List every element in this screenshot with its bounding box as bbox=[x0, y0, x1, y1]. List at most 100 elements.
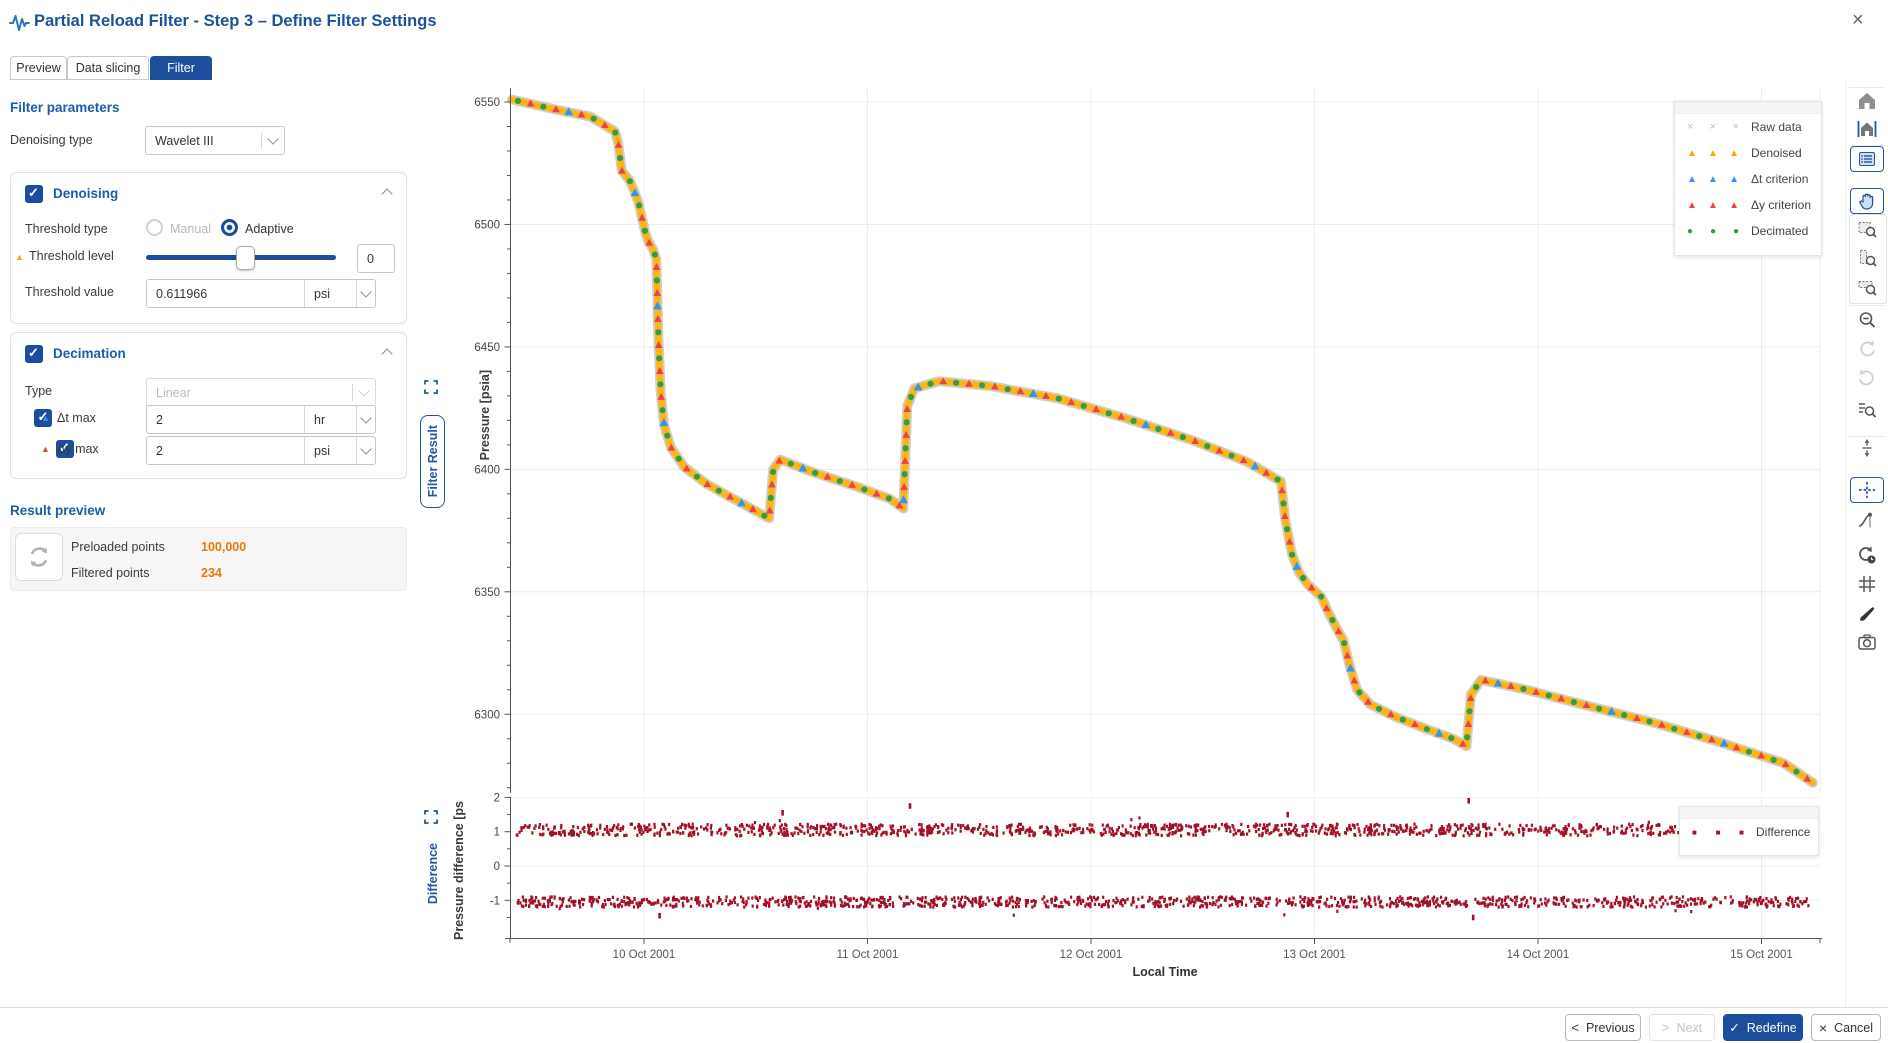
style-brush-button[interactable] bbox=[1850, 600, 1884, 626]
legend-entry[interactable]: ■ ■ ■ Difference bbox=[1680, 819, 1818, 845]
difference-tab[interactable]: Difference bbox=[426, 843, 440, 905]
legend-marker-icon: ● bbox=[1732, 225, 1739, 237]
decimation-checkbox[interactable] bbox=[25, 345, 43, 363]
decimation-title: Decimation bbox=[53, 346, 126, 361]
svg-text:13 Oct 2001: 13 Oct 2001 bbox=[1283, 949, 1346, 961]
denoised-triangle-icon: ▲ bbox=[15, 252, 24, 262]
pan-icon bbox=[1859, 193, 1874, 210]
dt-max-unit[interactable]: hr bbox=[304, 406, 356, 433]
footer-bar: < Previous > Next ✓ Redefine × Cancel bbox=[0, 1007, 1888, 1043]
svg-text:6400: 6400 bbox=[474, 464, 500, 476]
result-preview-heading: Result preview bbox=[10, 503, 106, 518]
adaptive-radio[interactable] bbox=[221, 219, 238, 236]
home-button[interactable] bbox=[1850, 88, 1884, 114]
zoom-to-data-icon bbox=[1859, 403, 1877, 418]
threshold-level-input[interactable]: 0 bbox=[357, 244, 395, 273]
threshold-unit[interactable]: psi bbox=[304, 280, 356, 307]
svg-text:0: 0 bbox=[494, 861, 500, 873]
filter-parameters-heading: Filter parameters bbox=[10, 100, 120, 115]
manual-radio-label: Manual bbox=[170, 222, 211, 236]
dy-max-checkbox[interactable] bbox=[55, 440, 74, 458]
legend-marker-icon: ▲ bbox=[1729, 173, 1739, 185]
svg-text:2: 2 bbox=[494, 792, 500, 804]
crosshair-button[interactable] bbox=[1850, 477, 1884, 503]
adaptive-radio-label: Adaptive bbox=[245, 222, 294, 236]
tab-data-slicing[interactable]: Data slicing bbox=[67, 56, 149, 80]
next-button: > Next bbox=[1649, 1014, 1715, 1041]
zoom-out-icon bbox=[1859, 312, 1876, 328]
threshold-value-input[interactable]: 0.611966 psi bbox=[146, 279, 376, 308]
zoom-x-button[interactable] bbox=[1850, 245, 1884, 271]
unit-chevron-down-icon[interactable] bbox=[356, 280, 375, 307]
refresh-button[interactable] bbox=[15, 533, 63, 581]
home-axes-button[interactable] bbox=[1850, 116, 1884, 142]
legend-entry[interactable]: ▲ ▲ ▲ Denoised bbox=[1675, 140, 1821, 166]
slider-thumb[interactable] bbox=[236, 246, 255, 270]
decimation-type-value: Linear bbox=[156, 385, 191, 400]
dy-max-input[interactable]: 2 psi bbox=[146, 436, 376, 465]
legend-marker-icon: ■ bbox=[1715, 827, 1721, 837]
zoom-window-button[interactable] bbox=[1850, 216, 1884, 242]
legend-label: Δt criterion bbox=[1751, 172, 1809, 186]
dy-max-unit[interactable]: psi bbox=[304, 437, 356, 464]
tab-filter[interactable]: Filter bbox=[150, 56, 212, 80]
autoscale-y-button[interactable] bbox=[1850, 435, 1884, 461]
decimation-type-label: Type bbox=[25, 384, 53, 398]
next-label: Next bbox=[1676, 1020, 1703, 1035]
previous-button[interactable]: < Previous bbox=[1565, 1014, 1641, 1041]
legend-marker-icon: ■ bbox=[1739, 827, 1744, 837]
pan-button[interactable] bbox=[1850, 188, 1884, 214]
legend-entry[interactable]: ● ● ● Decimated bbox=[1675, 218, 1821, 244]
threshold-value-label: Threshold value bbox=[25, 285, 114, 299]
cancel-button[interactable]: × Cancel bbox=[1811, 1014, 1881, 1041]
legend-marker-icon: ● bbox=[1687, 225, 1694, 237]
unit-chevron-down-icon[interactable] bbox=[356, 406, 375, 433]
dy-criterion-triangle-icon: ▲ bbox=[41, 444, 50, 454]
previous-label: Previous bbox=[1585, 1020, 1635, 1035]
legend-toggle-button[interactable] bbox=[1850, 146, 1884, 172]
filter-result-tab[interactable]: Filter Result bbox=[420, 415, 445, 508]
toolbar-separator bbox=[1849, 145, 1885, 146]
toolbar-separator bbox=[1849, 436, 1885, 437]
grid-toggle-button[interactable] bbox=[1850, 571, 1884, 597]
dt-max-value: 2 bbox=[156, 412, 163, 427]
legend-drag-strip[interactable] bbox=[1675, 102, 1821, 114]
toolbar-separator bbox=[1849, 87, 1885, 88]
legend-marker-icon: × bbox=[1709, 121, 1717, 133]
grid-toggle-icon bbox=[1859, 576, 1875, 592]
zoom-window-icon bbox=[1858, 222, 1877, 238]
legend-entry[interactable]: ▲ ▲ ▲ Δt criterion bbox=[1675, 166, 1821, 192]
denoising-checkbox[interactable] bbox=[25, 185, 43, 203]
redo-button bbox=[1850, 365, 1884, 391]
dt-max-checkbox[interactable] bbox=[34, 409, 53, 427]
zoom-y-icon bbox=[1858, 281, 1877, 296]
svg-text:6450: 6450 bbox=[474, 342, 500, 354]
close-icon[interactable]: × bbox=[1852, 9, 1864, 31]
snapshot-camera-button[interactable] bbox=[1850, 629, 1884, 655]
expand-icon[interactable] bbox=[424, 380, 438, 397]
redefine-label: Redefine bbox=[1746, 1020, 1797, 1035]
unit-chevron-down-icon[interactable] bbox=[356, 437, 375, 464]
zoom-out-button[interactable] bbox=[1850, 307, 1884, 333]
redefine-button[interactable]: ✓ Redefine bbox=[1723, 1014, 1803, 1041]
legend-drag-strip[interactable] bbox=[1680, 807, 1818, 819]
plot-canvas[interactable] bbox=[510, 88, 1820, 935]
legend-entry[interactable]: ▲ ▲ ▲ Δy criterion bbox=[1675, 192, 1821, 218]
expand-icon[interactable] bbox=[424, 810, 438, 827]
zoom-to-data-button[interactable] bbox=[1850, 396, 1884, 422]
autoscale-y-icon bbox=[1862, 439, 1872, 457]
zoom-tools-group bbox=[1849, 214, 1887, 304]
interpolation-button[interactable] bbox=[1850, 507, 1884, 533]
tab-preview[interactable]: Preview bbox=[10, 56, 67, 80]
svg-text:6300: 6300 bbox=[474, 709, 500, 721]
legend-marker-icon: ■ bbox=[1692, 827, 1697, 837]
filter-result-label: Filter Result bbox=[425, 425, 440, 498]
threshold-level-slider[interactable] bbox=[146, 246, 336, 270]
dt-max-input[interactable]: 2 hr bbox=[146, 405, 376, 434]
legend-label: Δy criterion bbox=[1751, 198, 1812, 212]
zoom-y-button[interactable] bbox=[1850, 274, 1884, 300]
denoising-type-select[interactable]: Wavelet III bbox=[145, 126, 285, 155]
time-shift-button[interactable] bbox=[1850, 542, 1884, 568]
legend-entry[interactable]: × × × Raw data bbox=[1675, 114, 1821, 140]
dialog-title: Partial Reload Filter - Step 3 – Define … bbox=[34, 12, 437, 30]
